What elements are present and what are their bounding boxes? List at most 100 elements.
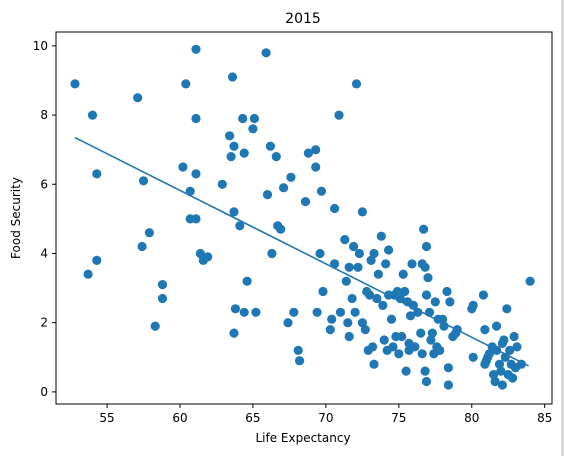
scatter-point xyxy=(357,318,367,328)
scatter-point xyxy=(445,297,455,307)
scatter-point xyxy=(507,373,518,383)
scatter-point xyxy=(376,231,386,241)
scatter-point xyxy=(369,359,379,369)
scatter-point xyxy=(443,380,453,390)
y-tick-label: 8 xyxy=(40,108,48,122)
scatter-point xyxy=(408,300,418,310)
x-tick-label: 65 xyxy=(245,411,260,425)
scatter-point xyxy=(509,331,519,342)
scatter-point xyxy=(512,342,522,352)
scatter-point xyxy=(443,363,453,373)
scatter-point xyxy=(478,290,488,300)
x-axis-label: Life Expectancy xyxy=(255,431,350,445)
scatter-point xyxy=(137,241,147,252)
scatter-point xyxy=(251,307,261,317)
scatter-point xyxy=(372,293,382,304)
scatter-point xyxy=(407,259,417,269)
x-axis-ticks: 55 60 65 70 75 80 85 xyxy=(99,404,552,425)
scatter-point xyxy=(344,331,354,342)
scatter-point xyxy=(229,207,239,217)
scatter-point xyxy=(330,203,340,214)
scatter-point xyxy=(83,269,93,279)
scatter-point xyxy=(138,176,149,186)
scatter-point xyxy=(497,380,507,390)
scatter-point xyxy=(416,328,426,338)
scatter-point xyxy=(423,273,433,283)
window-edge xyxy=(561,0,564,456)
scatter-point xyxy=(227,72,238,82)
scatter-point xyxy=(366,255,376,265)
scatter-point xyxy=(401,366,411,376)
scatter-point xyxy=(368,342,378,352)
scatter-point xyxy=(144,228,154,238)
scatter-point xyxy=(341,276,351,286)
scatter-point xyxy=(191,214,201,224)
scatter-point xyxy=(420,262,430,272)
scatter-point xyxy=(349,241,359,252)
scatter-point xyxy=(300,197,311,207)
scatter-point xyxy=(279,183,289,193)
scatter-point xyxy=(381,259,391,269)
scatter-point xyxy=(157,293,168,304)
scatter-point xyxy=(150,321,160,331)
scatter-point xyxy=(262,190,273,200)
scatter-point xyxy=(480,325,490,335)
scatter-point xyxy=(203,252,213,262)
scatter-point xyxy=(365,290,375,300)
scatter-point xyxy=(239,307,249,317)
scatter-point xyxy=(379,335,389,345)
scatter-point xyxy=(334,110,344,120)
scatter-point xyxy=(421,241,432,252)
trend-line-group xyxy=(74,136,530,367)
scatter-point xyxy=(295,356,305,366)
chart-title: 2015 xyxy=(285,11,321,27)
scatter-point xyxy=(347,293,357,304)
scatter-point xyxy=(157,280,168,290)
scatter-point xyxy=(413,307,423,317)
scatter-point xyxy=(191,169,201,179)
scatter-point xyxy=(325,325,335,335)
scatter-point xyxy=(468,300,478,310)
scatter-point xyxy=(315,248,325,259)
scatter-point xyxy=(398,269,408,279)
scatter-point xyxy=(181,79,191,89)
scatter-point xyxy=(70,79,80,89)
scatter-point xyxy=(343,318,353,328)
plot-area-frame xyxy=(55,31,553,405)
scatter-point xyxy=(312,307,322,317)
scatter-point xyxy=(185,186,195,196)
scatter-point xyxy=(195,248,205,259)
scatter-point xyxy=(311,162,321,172)
scatter-point xyxy=(353,262,363,272)
scatter-point xyxy=(419,224,429,234)
scatter-point xyxy=(496,366,506,376)
scatter-point xyxy=(335,307,346,317)
scatter-point xyxy=(369,248,379,259)
scatter-point xyxy=(261,48,271,58)
scatter-point xyxy=(133,93,143,103)
scatter-point xyxy=(397,331,407,342)
trend-line xyxy=(74,136,530,367)
y-tick-label: 6 xyxy=(40,177,48,191)
x-tick-label: 70 xyxy=(318,411,333,425)
scatter-point xyxy=(276,224,286,234)
scatter-point xyxy=(249,113,259,124)
scatter-point xyxy=(238,113,248,124)
scatter-point xyxy=(350,307,360,317)
scatter-point xyxy=(357,207,367,217)
scatter-point xyxy=(318,286,328,297)
scatter-point xyxy=(226,152,236,162)
scatter-point xyxy=(242,276,252,286)
scatter-point xyxy=(229,141,239,151)
scatter-point xyxy=(283,318,293,328)
scatter-point xyxy=(421,290,432,300)
scatter-point xyxy=(225,131,235,141)
scatter-point xyxy=(178,162,188,172)
x-tick-label: 55 xyxy=(99,411,114,425)
scatter-point xyxy=(235,221,245,231)
scatter-point xyxy=(394,349,404,359)
scatter-point xyxy=(327,314,337,324)
scatter-point xyxy=(384,245,394,255)
scatter-point xyxy=(351,79,362,89)
scatter-point xyxy=(229,328,239,338)
